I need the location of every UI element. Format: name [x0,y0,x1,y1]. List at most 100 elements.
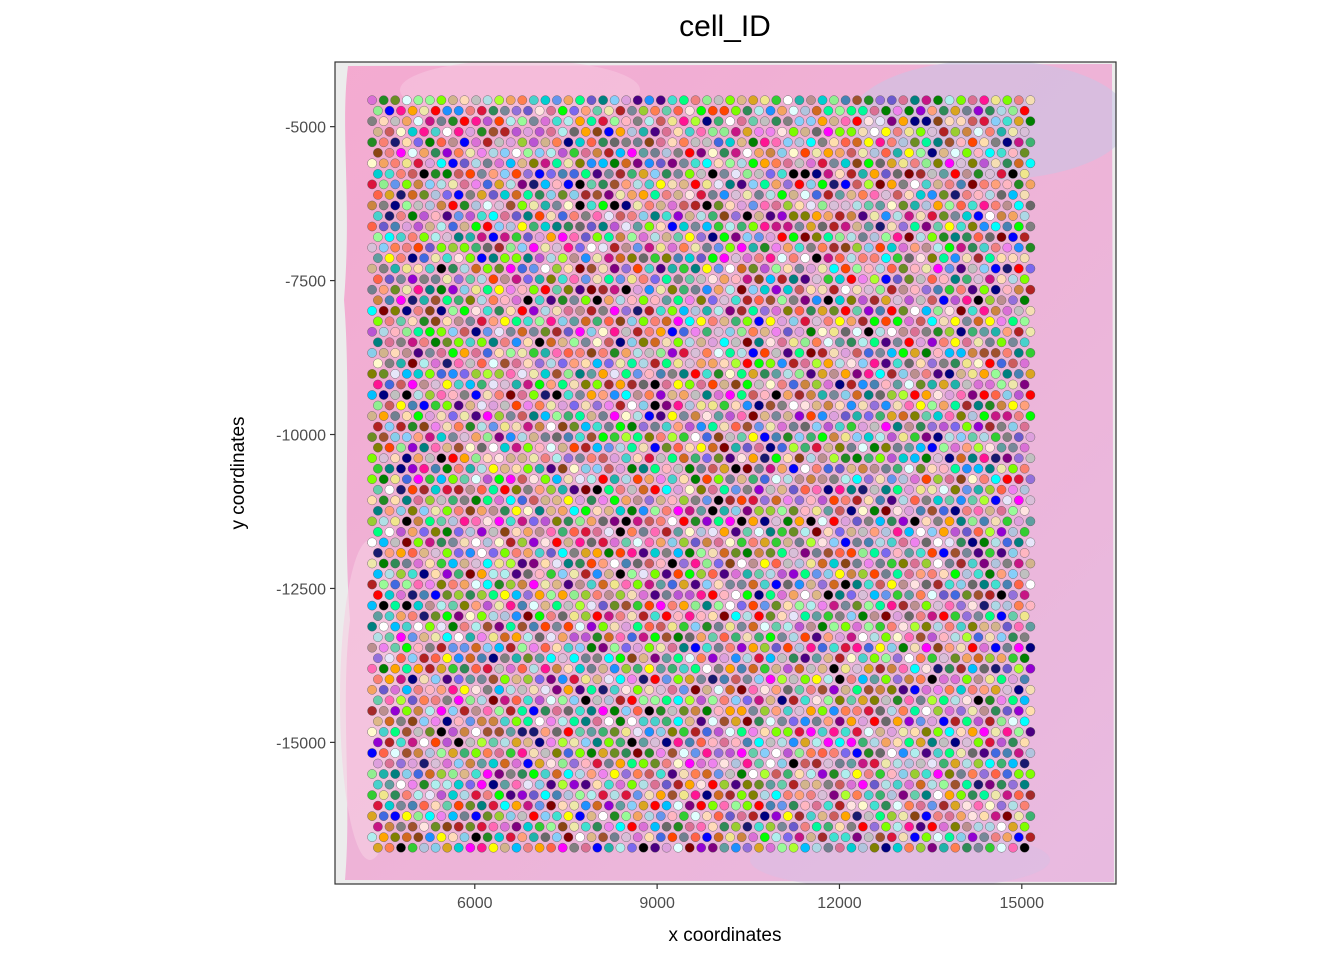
spot-point [806,305,816,316]
spot-point [892,442,903,453]
spot-point [887,390,897,400]
spot-point [962,779,972,790]
spot-point [811,274,822,285]
spot-point [557,800,568,811]
spot-point [806,390,816,400]
spot-point [829,685,839,695]
spot-point [898,706,909,716]
spot-point [644,390,655,400]
spot-point [476,695,487,706]
spot-point [904,548,914,558]
spot-point [615,758,626,769]
spot-point [569,463,580,474]
spot-point [950,716,961,727]
spot-point [956,685,966,695]
spot-point [1025,642,1036,653]
spot-point [373,527,383,537]
spot-point [425,811,435,821]
spot-point [736,769,747,779]
spot-point [858,253,868,263]
spot-point [754,358,764,369]
spot-point [904,400,914,411]
spot-point [627,590,637,600]
spot-point [708,379,718,390]
spot-point [696,105,707,116]
spot-point [725,432,735,442]
spot-point [939,484,949,495]
spot-point [505,537,516,548]
spot-point [557,632,568,643]
spot-point [967,685,978,695]
spot-point [760,579,770,590]
spot-point [921,305,932,316]
spot-point [373,379,383,390]
spot-point [656,390,666,400]
spot-point [638,527,649,537]
spot-point [788,169,799,179]
spot-point [806,600,816,611]
spot-point [615,463,626,474]
spot-point [367,116,377,126]
spot-point [869,211,880,221]
spot-point [927,674,938,685]
spot-point [765,211,776,221]
spot-point [950,295,961,306]
spot-point [552,369,562,379]
spot-point [650,274,660,285]
spot-point [684,253,695,263]
spot-point [990,832,1001,843]
spot-point [748,727,759,737]
spot-point [442,358,453,369]
spot-point [581,484,591,495]
spot-point [609,453,620,464]
spot-point [736,748,747,758]
spot-point [1002,200,1013,211]
spot-point [436,727,447,737]
spot-point [459,158,470,169]
spot-point [962,190,972,200]
spot-point [517,284,528,295]
spot-point [973,653,984,664]
spot-point [811,169,822,179]
spot-point [656,832,666,843]
spot-point [650,632,660,643]
spot-point [956,116,966,126]
spot-point [384,484,395,495]
spot-point [581,569,591,579]
spot-point [390,811,401,821]
spot-point [604,190,614,200]
spot-point [517,600,528,611]
spot-point [898,558,909,569]
spot-point [650,569,660,579]
spot-point [563,284,574,295]
spot-point [725,326,735,337]
spot-point [944,263,955,274]
spot-point [425,453,435,464]
spot-point [690,137,701,148]
spot-point [881,253,891,263]
spot-point [575,411,585,421]
spot-point [933,642,943,653]
spot-point [811,295,822,306]
spot-point [719,463,730,474]
spot-point [500,316,510,327]
spot-point [546,421,556,432]
spot-point [505,137,516,148]
spot-point [621,432,632,442]
spot-point [459,305,470,316]
spot-point [736,685,747,695]
spot-point [407,232,418,242]
spot-point [679,137,689,148]
spot-point [656,579,666,590]
spot-point [598,537,608,548]
spot-point [1002,263,1013,274]
spot-point [609,369,620,379]
spot-point [771,811,782,821]
spot-point [973,590,984,600]
spot-point [736,432,747,442]
spot-point [482,495,493,506]
spot-point [413,685,424,695]
spot-point [413,326,424,337]
spot-point [915,316,926,327]
spot-point [500,505,510,516]
